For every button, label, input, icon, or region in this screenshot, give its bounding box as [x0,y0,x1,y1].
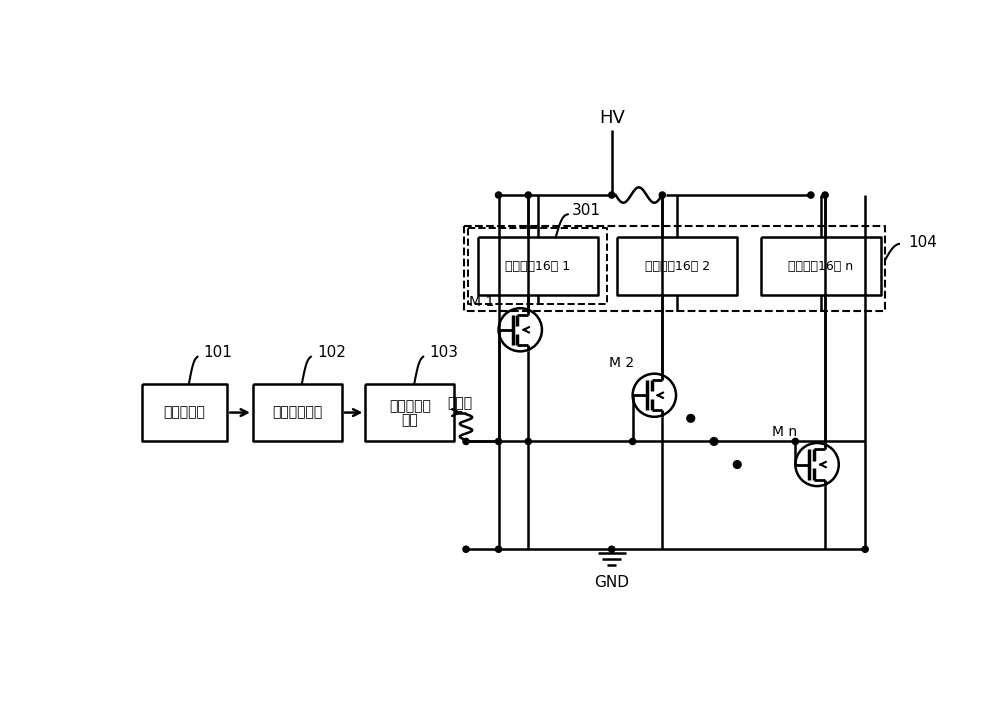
Text: 光耦保护模块: 光耦保护模块 [272,406,323,419]
Circle shape [525,192,531,198]
Circle shape [495,192,502,198]
Text: M 1: M 1 [469,295,495,309]
Circle shape [495,438,502,444]
Text: 模块: 模块 [401,413,418,427]
Text: 信号发生器: 信号发生器 [164,406,206,419]
Circle shape [463,546,469,553]
Circle shape [659,192,665,198]
Text: 高压控制16元 1: 高压控制16元 1 [505,260,570,273]
Circle shape [862,546,868,553]
Text: 栀信号: 栀信号 [448,396,473,410]
Circle shape [525,438,531,444]
Circle shape [687,414,695,422]
Circle shape [733,461,741,468]
Text: 102: 102 [317,345,346,361]
Text: M n: M n [772,425,797,439]
Circle shape [495,546,502,553]
Circle shape [463,438,469,444]
Text: HV: HV [599,109,625,127]
Circle shape [630,438,636,444]
Circle shape [822,192,828,198]
Text: 栀脉冲驱动: 栀脉冲驱动 [389,399,431,414]
Circle shape [808,192,814,198]
Text: 104: 104 [909,236,937,250]
Circle shape [609,192,615,198]
Text: 高压控制16元 2: 高压控制16元 2 [645,260,710,273]
Circle shape [710,438,718,446]
Text: 101: 101 [204,345,233,361]
Circle shape [609,546,615,553]
Text: 301: 301 [572,203,601,218]
Text: 高压控制16元 n: 高压控制16元 n [788,260,853,273]
Text: 103: 103 [429,345,458,361]
Circle shape [792,438,798,444]
Text: M 2: M 2 [609,356,635,370]
Text: GND: GND [594,574,629,590]
